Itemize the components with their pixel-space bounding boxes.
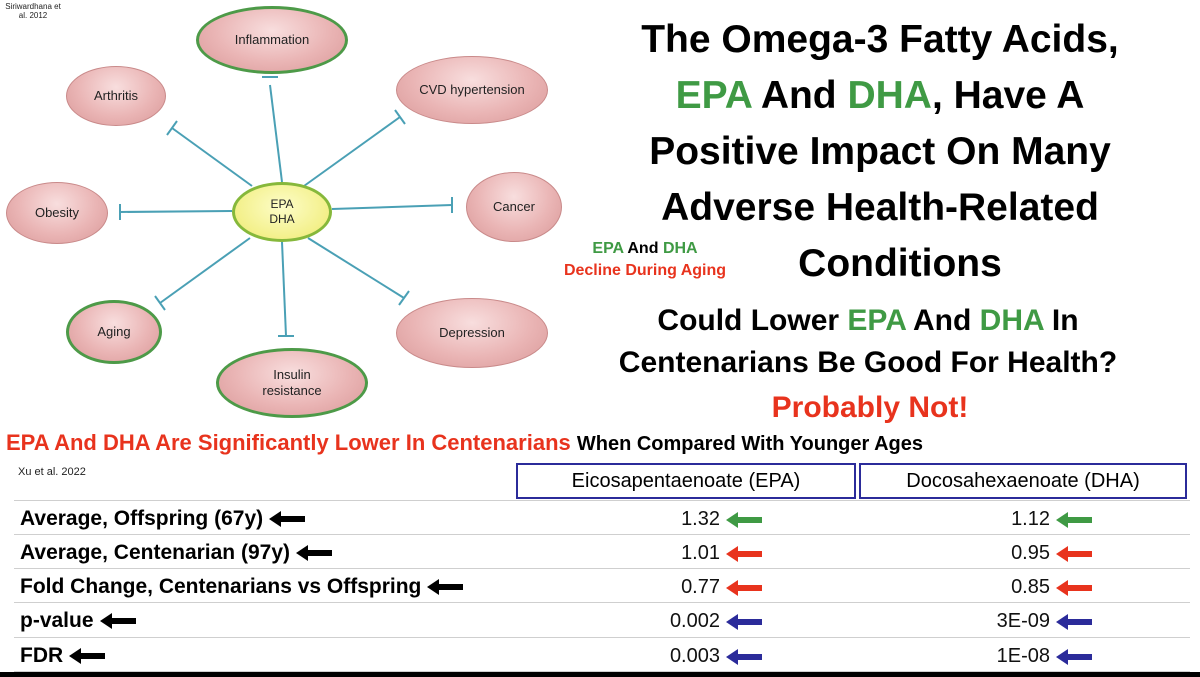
dha-arrow-icon <box>1056 613 1092 630</box>
node-epa-dha-center: EPA DHA <box>232 182 332 242</box>
node-cancer: Cancer <box>466 172 562 242</box>
row-label: Average, Offspring (67y) <box>20 507 307 531</box>
dha-value: 0.85 <box>904 576 1094 599</box>
table-row: p-value 0.002 3E-09 <box>14 605 1190 639</box>
table-row: Average, Centenarian (97y) 1.01 0.95 <box>14 537 1190 571</box>
slide-title: The Omega-3 Fatty Acids, EPA And DHA, Ha… <box>641 18 1119 285</box>
diagram-connectors <box>119 76 453 337</box>
dha-value: 3E-09 <box>904 610 1094 633</box>
question-text: Could Lower EPA And DHA In Centenarians … <box>618 304 1118 379</box>
table-row: Average, Offspring (67y) 1.32 1.12 <box>14 503 1190 537</box>
black-arrow-icon <box>269 511 306 527</box>
node-depression: Depression <box>396 298 548 368</box>
connector-depression <box>307 237 405 299</box>
epa-value: 0.002 <box>574 610 764 633</box>
row-label: p-value <box>20 609 138 633</box>
row-divider <box>14 637 1190 638</box>
epa-value: 1.32 <box>574 508 764 531</box>
node-cvd-hypertension: CVD hypertension <box>396 56 548 124</box>
node-aging: Aging <box>66 300 162 364</box>
table-row: FDR 0.003 1E-08 <box>14 640 1190 672</box>
dha-arrow-icon <box>1056 579 1092 596</box>
connector-aging <box>159 237 251 304</box>
table-headline: EPA And DHA Are Significantly Lower In C… <box>6 430 924 455</box>
black-arrow-icon <box>69 648 106 664</box>
row-divider <box>14 602 1190 603</box>
node-arthritis: Arthritis <box>66 66 166 126</box>
connector-insulin <box>281 241 287 337</box>
black-arrow-icon <box>99 613 136 629</box>
epa-arrow-icon <box>726 579 762 596</box>
epa-arrow-icon <box>726 648 762 665</box>
row-label: Fold Change, Centenarians vs Offspring <box>20 575 465 599</box>
connector-arthritis <box>171 127 253 187</box>
row-divider <box>14 671 1190 672</box>
column-header-epa: Eicosapentaenoate (EPA) <box>516 463 856 499</box>
row-divider <box>14 568 1190 569</box>
epa-arrow-icon <box>726 545 762 562</box>
epa-arrow-icon <box>726 511 762 528</box>
connector-cvd <box>303 116 401 187</box>
diagram-citation: Siriwardhana et al. 2012 <box>5 2 61 20</box>
dha-value: 1E-08 <box>904 645 1094 668</box>
dha-arrow-icon <box>1056 648 1092 665</box>
column-header-dha: Docosahexaenoate (DHA) <box>859 463 1187 499</box>
row-divider <box>14 500 1190 501</box>
row-divider <box>14 534 1190 535</box>
table-citation: Xu et al. 2022 <box>18 466 86 478</box>
node-inflammation: Inflammation <box>196 6 348 74</box>
connector-inflammation <box>269 84 283 183</box>
row-label: FDR <box>20 644 107 668</box>
answer-text: Probably Not! <box>771 391 969 424</box>
epa-arrow-icon <box>726 613 762 630</box>
epa-value: 0.77 <box>574 576 764 599</box>
node-obesity: Obesity <box>6 182 108 244</box>
epa-value: 0.003 <box>574 645 764 668</box>
dha-arrow-icon <box>1056 511 1092 528</box>
dha-value: 1.12 <box>904 508 1094 531</box>
table-row: Fold Change, Centenarians vs Offspring 0.… <box>14 571 1190 605</box>
black-arrow-icon <box>296 545 332 561</box>
dha-arrow-icon <box>1056 545 1092 562</box>
dha-value: 0.95 <box>904 542 1094 565</box>
connector-obesity <box>119 210 233 213</box>
row-label: Average, Centenarian (97y) <box>20 541 334 565</box>
black-arrow-icon <box>427 579 464 595</box>
epa-value: 1.01 <box>574 542 764 565</box>
connector-cancer <box>331 204 453 210</box>
decline-note: EPA And DHA Decline During Aging <box>563 240 727 279</box>
node-insulin-resistance: Insulin resistance <box>216 348 368 418</box>
